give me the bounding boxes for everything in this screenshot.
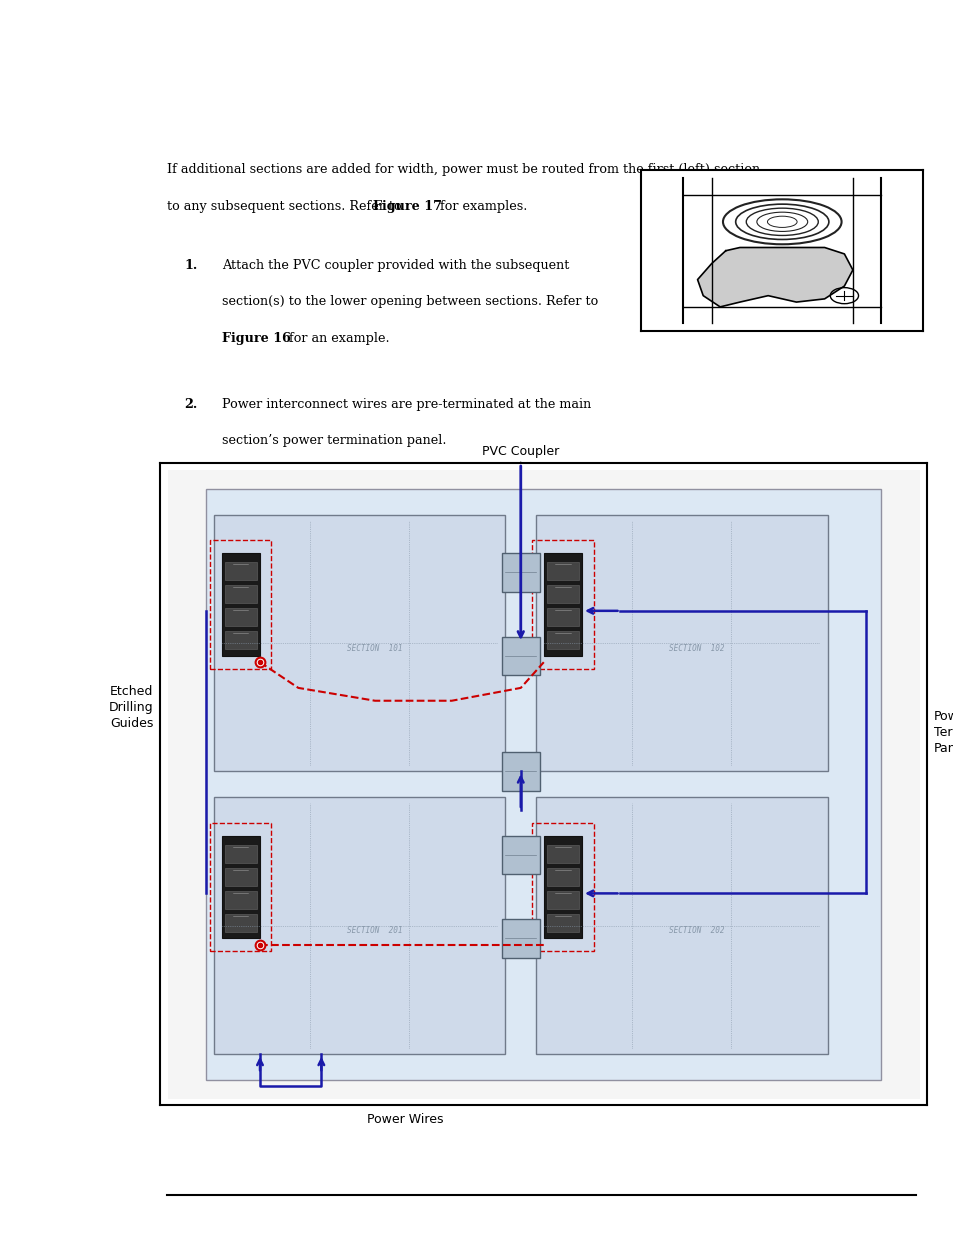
Bar	[501, 636, 539, 676]
Bar	[536, 797, 826, 1053]
Bar	[225, 562, 256, 580]
Bar	[221, 553, 260, 656]
Bar	[221, 836, 260, 939]
Bar	[213, 515, 505, 772]
Bar	[225, 609, 256, 626]
Text: SECTION  202: SECTION 202	[668, 926, 723, 935]
Text: Route the power interconnect wires from the main (left): Route the power interconnect wires from …	[222, 500, 584, 514]
Bar	[543, 553, 581, 656]
Bar	[501, 836, 539, 874]
Bar	[546, 609, 578, 626]
Text: to any subsequent sections. Refer to: to any subsequent sections. Refer to	[167, 200, 405, 214]
Bar	[225, 631, 256, 650]
Bar	[206, 489, 881, 1079]
Bar	[225, 845, 256, 862]
Text: section(s) to the lower opening between sections. Refer to: section(s) to the lower opening between …	[222, 295, 598, 309]
Bar	[225, 914, 256, 932]
Text: Figure 17: Figure 17	[373, 200, 442, 214]
Text: Section 3.5.: Section 3.5.	[222, 676, 306, 689]
Bar	[546, 890, 578, 909]
Bar	[210, 823, 272, 951]
Bar	[210, 540, 272, 668]
Text: 4.: 4.	[184, 640, 197, 652]
Bar	[546, 585, 578, 603]
Bar	[501, 553, 539, 592]
Text: 2.: 2.	[184, 398, 197, 411]
Text: section(s).: section(s).	[222, 573, 289, 587]
Bar	[546, 631, 578, 650]
Text: 1.: 1.	[184, 258, 197, 272]
Bar	[501, 752, 539, 790]
Text: Attach the PVC coupler provided with the subsequent: Attach the PVC coupler provided with the…	[222, 258, 569, 272]
Text: Connect the power interconnect wire to the power termination panel as described : Connect the power interconnect wire to t…	[222, 640, 769, 652]
Bar	[501, 919, 539, 957]
Text: Power interconnect wires are pre-terminated at the main: Power interconnect wires are pre-termina…	[222, 398, 591, 411]
Bar	[532, 540, 593, 668]
Text: Figure 16: Figure 16	[222, 332, 291, 345]
Bar	[543, 836, 581, 939]
Bar	[546, 914, 578, 932]
Text: for an example.: for an example.	[285, 332, 389, 345]
Bar	[532, 823, 593, 951]
Bar	[225, 585, 256, 603]
Bar	[546, 868, 578, 885]
Bar	[213, 797, 505, 1053]
Text: Etched
Drilling
Guides: Etched Drilling Guides	[109, 684, 153, 730]
Text: SECTION  101: SECTION 101	[346, 643, 401, 652]
Polygon shape	[697, 247, 852, 308]
Text: 3.: 3.	[184, 500, 197, 514]
Text: section’s power termination panel.: section’s power termination panel.	[222, 435, 446, 447]
Text: SECTION  102: SECTION 102	[668, 643, 723, 652]
Text: Power
Termination
Panels: Power Termination Panels	[933, 710, 953, 756]
Bar	[536, 515, 826, 772]
Text: If additional sections are added for width, power must be routed from the first : If additional sections are added for wid…	[167, 163, 760, 177]
Bar	[225, 890, 256, 909]
Text: section through the lower PVC coupler into the subsequent: section through the lower PVC coupler in…	[222, 537, 604, 550]
Bar	[546, 562, 578, 580]
Bar	[546, 845, 578, 862]
Text: PVC Coupler: PVC Coupler	[481, 445, 558, 458]
Text: SECTION  201: SECTION 201	[346, 926, 401, 935]
Text: for examples.: for examples.	[436, 200, 527, 214]
Text: Power Wires: Power Wires	[367, 1113, 443, 1126]
Bar	[225, 868, 256, 885]
